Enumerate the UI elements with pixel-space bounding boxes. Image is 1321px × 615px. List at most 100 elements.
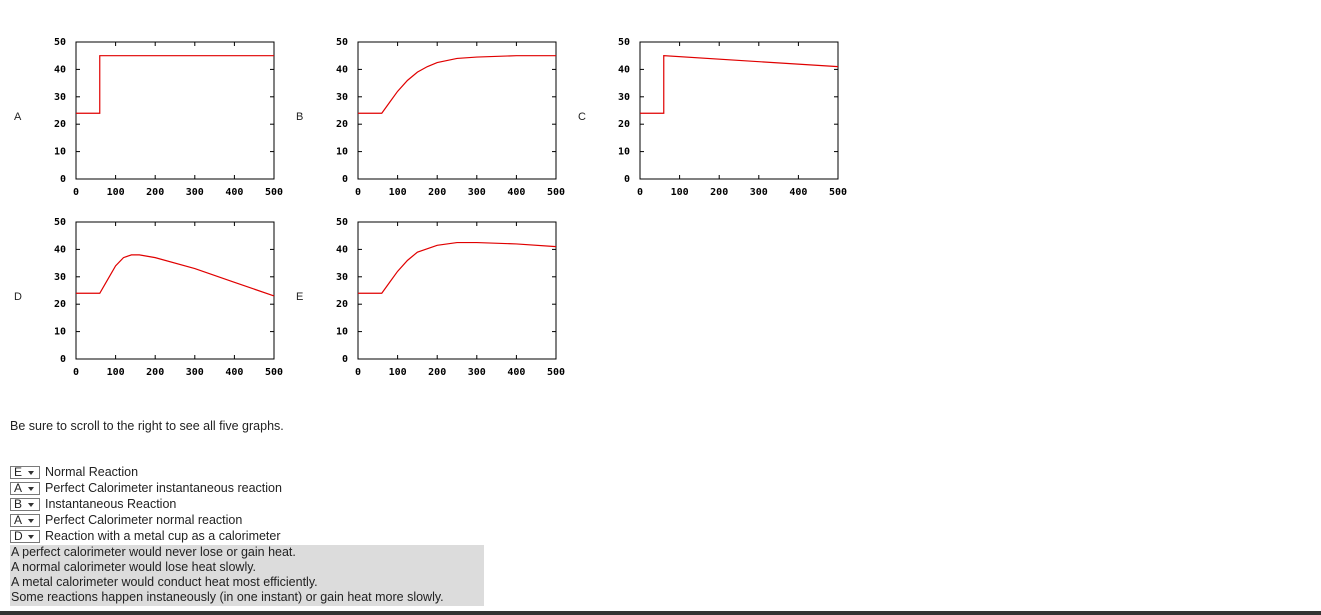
hint: A normal calorimeter would lose heat slo… xyxy=(11,560,257,574)
graph-label: D xyxy=(14,291,22,303)
y-tick-label: 10 xyxy=(336,327,348,338)
y-tick-label: 40 xyxy=(54,244,66,255)
y-tick-label: 50 xyxy=(336,217,348,228)
y-tick-label: 40 xyxy=(618,64,630,75)
x-tick-label: 400 xyxy=(507,187,525,198)
data-line xyxy=(76,254,275,297)
match-select[interactable]: A xyxy=(10,481,40,495)
data-line xyxy=(640,55,839,114)
x-tick-label: 100 xyxy=(107,367,125,378)
x-tick-label: 100 xyxy=(389,187,407,198)
y-tick-label: 40 xyxy=(336,244,348,255)
data-line xyxy=(358,55,556,114)
y-tick-label: 20 xyxy=(618,119,630,130)
x-tick-label: 500 xyxy=(547,187,565,198)
data-line xyxy=(358,241,557,294)
hint-box: A perfect calorimeter would never lose o… xyxy=(10,545,484,606)
x-tick-label: 300 xyxy=(468,187,486,198)
y-tick-label: 50 xyxy=(618,37,630,48)
match-label: Perfect Calorimeter instantaneous reacti… xyxy=(45,481,282,495)
hint: Some reactions happen instaneously (in o… xyxy=(11,590,444,604)
x-tick-label: 0 xyxy=(73,367,79,378)
x-tick-label: 0 xyxy=(355,187,361,198)
x-tick-label: 200 xyxy=(710,187,728,198)
x-tick-label: 100 xyxy=(389,367,407,378)
x-tick-label: 400 xyxy=(225,367,243,378)
plot-frame xyxy=(75,221,275,360)
match-row: E Normal Reaction xyxy=(10,464,282,480)
x-tick-label: 300 xyxy=(186,187,204,198)
x-tick-label: 200 xyxy=(428,367,446,378)
match-label: Normal Reaction xyxy=(45,465,139,479)
match-row: A Perfect Calorimeter instantaneous react… xyxy=(10,480,282,496)
y-tick-label: 50 xyxy=(336,37,348,48)
x-tick-label: 400 xyxy=(507,367,525,378)
match-select[interactable]: D xyxy=(10,529,40,543)
y-tick-label: 50 xyxy=(54,37,66,48)
plot-frame xyxy=(357,221,557,360)
bottom-bar xyxy=(0,611,1321,615)
x-tick-label: 400 xyxy=(789,187,807,198)
x-tick-label: 200 xyxy=(428,187,446,198)
x-tick-label: 300 xyxy=(750,187,768,198)
match-label: Perfect Calorimeter normal reaction xyxy=(45,513,243,527)
data-line xyxy=(76,55,274,114)
y-tick-label: 30 xyxy=(54,272,66,283)
y-tick-label: 40 xyxy=(54,64,66,75)
match-select[interactable]: A xyxy=(10,513,40,527)
x-tick-label: 500 xyxy=(547,367,565,378)
x-tick-label: 200 xyxy=(146,367,164,378)
note: Be sure to scroll to the right to see al… xyxy=(10,419,284,433)
y-tick-label: 10 xyxy=(618,147,630,158)
x-tick-label: 0 xyxy=(637,187,643,198)
y-tick-label: 50 xyxy=(54,217,66,228)
plot-frame xyxy=(75,41,275,180)
graph-label: A xyxy=(14,111,22,123)
y-tick-label: 10 xyxy=(54,327,66,338)
graph-label: B xyxy=(296,111,303,123)
plot-frame xyxy=(357,41,557,180)
y-tick-label: 0 xyxy=(342,174,348,185)
match-label: Reaction with a metal cup as a calorimet… xyxy=(45,529,281,543)
plot-frame xyxy=(639,41,839,180)
y-tick-label: 0 xyxy=(60,354,66,365)
match-row: A Perfect Calorimeter normal reaction xyxy=(10,512,282,528)
x-tick-label: 300 xyxy=(468,367,486,378)
y-tick-label: 20 xyxy=(336,299,348,310)
y-tick-label: 20 xyxy=(54,299,66,310)
x-tick-label: 500 xyxy=(265,367,283,378)
match-select[interactable]: B xyxy=(10,497,40,511)
hint: A metal calorimeter would conduct heat m… xyxy=(11,575,318,589)
x-tick-label: 500 xyxy=(829,187,847,198)
x-tick-label: 100 xyxy=(107,187,125,198)
match-select[interactable]: E xyxy=(10,465,40,479)
y-tick-label: 30 xyxy=(336,92,348,103)
x-tick-label: 0 xyxy=(355,367,361,378)
y-tick-label: 30 xyxy=(54,92,66,103)
x-tick-label: 0 xyxy=(73,187,79,198)
y-tick-label: 10 xyxy=(54,147,66,158)
y-tick-label: 20 xyxy=(336,119,348,130)
y-tick-label: 0 xyxy=(342,354,348,365)
y-tick-label: 0 xyxy=(60,174,66,185)
y-tick-label: 10 xyxy=(336,147,348,158)
x-tick-label: 300 xyxy=(186,367,204,378)
x-tick-label: 400 xyxy=(225,187,243,198)
x-tick-label: 500 xyxy=(265,187,283,198)
hint: A perfect calorimeter would never lose o… xyxy=(11,545,296,559)
match-list: E Normal Reaction A Perfect Calorimeter ins… xyxy=(10,464,282,544)
match-row: D Reaction with a metal cup as a calorime… xyxy=(10,528,282,544)
x-tick-label: 100 xyxy=(671,187,689,198)
y-tick-label: 30 xyxy=(618,92,630,103)
y-tick-label: 40 xyxy=(336,64,348,75)
y-tick-label: 20 xyxy=(54,119,66,130)
match-label: Instantaneous Reaction xyxy=(45,497,177,511)
match-row: B Instantaneous Reaction xyxy=(10,496,282,512)
graph-label: C xyxy=(578,111,586,123)
y-tick-label: 30 xyxy=(336,272,348,283)
x-tick-label: 200 xyxy=(146,187,164,198)
y-tick-label: 0 xyxy=(624,174,630,185)
graph-label: E xyxy=(296,291,303,303)
